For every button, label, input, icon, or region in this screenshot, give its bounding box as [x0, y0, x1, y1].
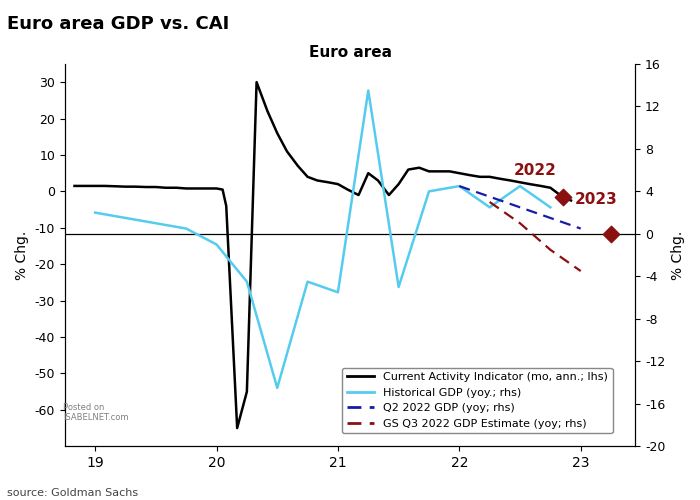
Text: Euro area GDP vs. CAI: Euro area GDP vs. CAI [7, 15, 230, 33]
Text: 2022: 2022 [514, 164, 556, 178]
Text: Posted on
ISABELNET.com: Posted on ISABELNET.com [63, 403, 129, 422]
Point [557, 192, 568, 200]
Text: source: Goldman Sachs: source: Goldman Sachs [7, 488, 138, 498]
Y-axis label: % Chg.: % Chg. [15, 230, 29, 280]
Y-axis label: % Chg.: % Chg. [671, 230, 685, 280]
Legend: Current Activity Indicator (mo, ann.; lhs), Historical GDP (yoy.; rhs), Q2 2022 : Current Activity Indicator (mo, ann.; lh… [342, 368, 612, 433]
Title: Euro area: Euro area [309, 45, 391, 60]
Point [606, 230, 617, 238]
Text: 2023: 2023 [575, 192, 617, 207]
